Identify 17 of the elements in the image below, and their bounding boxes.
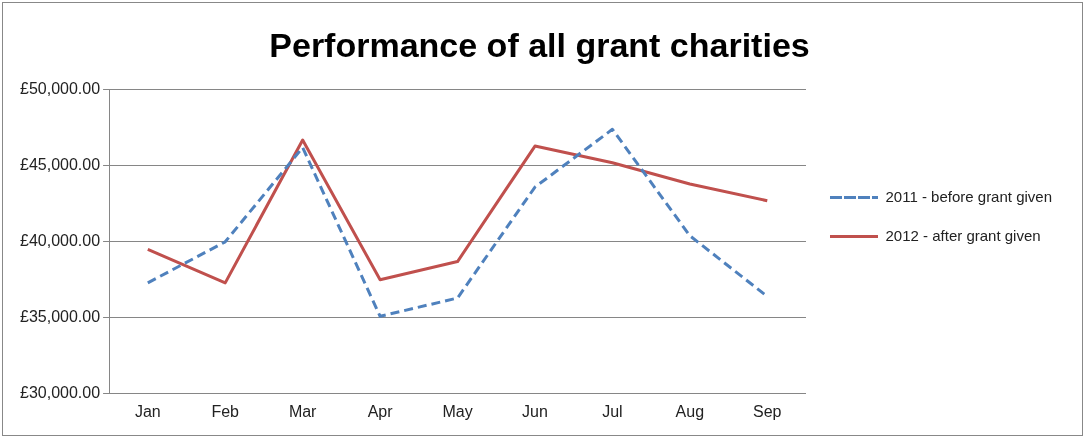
x-tick-label: Sep bbox=[753, 402, 782, 420]
x-tick-label: Jul bbox=[602, 402, 623, 420]
x-tick-label: Apr bbox=[367, 402, 394, 420]
chart-title: Performance of all grant charities bbox=[269, 25, 810, 64]
x-tick-label: May bbox=[442, 402, 473, 420]
x-tick-label: Jun bbox=[522, 402, 548, 420]
y-tick-label: £45,000.00 bbox=[20, 156, 101, 174]
y-tick-label: £30,000.00 bbox=[20, 384, 101, 402]
y-tick-label: £50,000.00 bbox=[20, 80, 101, 98]
x-tick-label: Jan bbox=[134, 402, 161, 420]
y-tick-label: £40,000.00 bbox=[20, 232, 101, 250]
legend-label: 2011 - before grant given bbox=[885, 187, 1053, 205]
x-tick-label: Mar bbox=[288, 402, 318, 420]
x-tick-label: Aug bbox=[675, 402, 705, 420]
y-tick-label: £35,000.00 bbox=[20, 308, 101, 326]
x-tick-label: Feb bbox=[211, 402, 240, 420]
legend-label: 2012 - after grant given bbox=[885, 226, 1041, 244]
